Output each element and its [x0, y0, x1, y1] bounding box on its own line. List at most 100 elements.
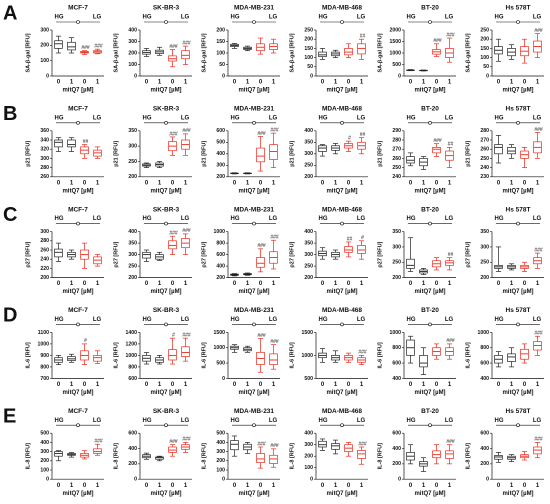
significance-label: ### [169, 439, 178, 445]
y-axis-label: p21 [RFU] [289, 141, 295, 167]
y-tick-label: 300 [128, 252, 137, 258]
group-marker [76, 423, 80, 428]
significance-label: ### [446, 439, 455, 445]
group-label: LG [269, 115, 278, 121]
y-tick-label: 400 [128, 446, 137, 452]
box [344, 246, 353, 253]
group-marker [340, 221, 344, 226]
x-tick-label: 0 [83, 382, 87, 388]
x-tick-label: 1 [70, 382, 74, 388]
x-tick-label: 0 [435, 281, 439, 287]
x-tick-label: 1 [360, 80, 364, 86]
y-axis-label: p27 [RFU] [289, 241, 295, 267]
box [432, 147, 441, 154]
box [230, 440, 239, 451]
x-tick-label: 1 [536, 180, 540, 186]
x-tick-label: 0 [409, 80, 413, 86]
x-tick-label: 0 [321, 80, 325, 86]
significance-label: ## [347, 236, 353, 242]
group-label: LG [357, 216, 366, 222]
panel-title: MDA-MB-231 [234, 106, 274, 113]
x-axis-label: mitQ7 [µM] [414, 491, 445, 497]
significance-label: ### [182, 228, 191, 234]
box [93, 448, 102, 454]
y-axis-label: IL-6 [RFU] [201, 342, 207, 368]
panel-letter: C [3, 204, 17, 226]
significance-label: ### [182, 332, 191, 338]
y-tick-label: 400 [40, 440, 49, 446]
x-tick-label: 1 [158, 281, 162, 287]
y-tick-label: 200 [480, 37, 489, 43]
group-label: LG [93, 15, 102, 21]
y-tick-label: 230 [480, 174, 489, 180]
significance-label: ### [534, 437, 543, 443]
box [269, 144, 278, 160]
group-marker [164, 322, 168, 327]
x-tick-label: 0 [83, 80, 87, 86]
group-marker [164, 221, 168, 226]
x-tick-label: 0 [435, 483, 439, 489]
y-tick-label: 1000 [213, 229, 225, 235]
y-tick-label: 1000 [389, 330, 401, 336]
y-tick-label: 200 [40, 43, 49, 49]
box [507, 353, 516, 362]
y-tick-label: 600 [480, 360, 489, 366]
panel-title: SK-BR-3 [153, 5, 180, 12]
x-tick-label: 0 [145, 483, 149, 489]
x-axis-label: mitQ7 [µM] [62, 289, 93, 295]
panel-title: BT-20 [421, 5, 439, 12]
group-label: LG [445, 115, 454, 121]
group-label: HG [319, 115, 328, 121]
y-tick-label: 150 [216, 39, 225, 45]
panel-title: MCF-7 [68, 106, 88, 113]
x-tick-label: 0 [233, 180, 237, 186]
x-tick-label: 0 [171, 483, 175, 489]
y-tick-label: 100 [304, 465, 313, 471]
x-axis-label: mitQ7 [µM] [62, 390, 93, 396]
panel-title: MCF-7 [68, 408, 88, 415]
group-label: LG [445, 15, 454, 21]
x-tick-label: 1 [272, 281, 276, 287]
y-tick-label: 300 [216, 163, 225, 169]
group-label: LG [445, 418, 454, 424]
y-tick-label: 0 [46, 477, 49, 483]
group-label: LG [269, 317, 278, 323]
y-tick-label: 270 [480, 137, 489, 143]
y-axis-label: IL-8 [RFU] [113, 443, 119, 469]
y-tick-label: 350 [480, 229, 489, 235]
group-label: LG [93, 418, 102, 424]
box [494, 144, 503, 155]
x-tick-label: 1 [158, 180, 162, 186]
y-tick-label: 100 [216, 467, 225, 473]
group-marker [516, 20, 520, 24]
group-label: HG [495, 317, 504, 323]
significance-label: ### [534, 247, 543, 253]
group-label: HG [143, 115, 152, 121]
panel-letter: D [3, 305, 17, 327]
y-tick-label: 400 [216, 151, 225, 157]
y-tick-label: 600 [216, 128, 225, 134]
x-tick-label: 1 [448, 382, 452, 388]
box [93, 355, 102, 362]
y-tick-label: 0 [222, 73, 225, 79]
y-tick-label: 1100 [38, 330, 49, 336]
x-tick-label: 1 [70, 180, 74, 186]
significance-label: ### [358, 350, 367, 356]
y-tick-label: 220 [40, 266, 49, 272]
x-tick-label: 1 [272, 80, 276, 86]
y-axis-label: SA-β-gal [RFU] [289, 33, 295, 72]
y-tick-label: 600 [128, 376, 137, 382]
group-label: LG [269, 418, 278, 424]
group-label: HG [231, 216, 240, 222]
y-tick-label: 1000 [213, 345, 225, 351]
x-tick-label: 1 [422, 281, 426, 287]
y-tick-label: 260 [392, 156, 401, 162]
significance-label: ### [270, 235, 279, 241]
x-tick-label: 0 [145, 180, 149, 186]
group-marker [76, 20, 80, 24]
y-tick-label: 200 [304, 174, 313, 180]
y-axis-label: p21 [RFU] [25, 141, 31, 167]
panel-title: Hs 578T [506, 206, 531, 213]
y-tick-label: 350 [128, 240, 137, 246]
group-marker [252, 20, 256, 24]
